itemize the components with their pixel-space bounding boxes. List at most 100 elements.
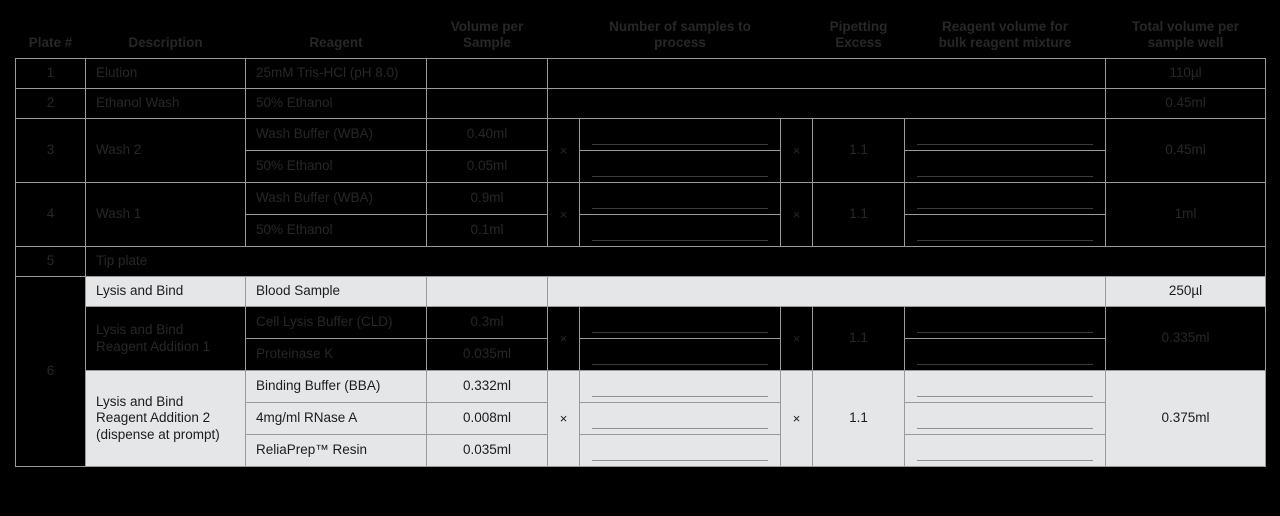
blank-line bbox=[592, 221, 768, 241]
table-row: 6 Lysis and Bind Blood Sample 250µl bbox=[15, 276, 1266, 467]
cell-description: Lysis and Bind bbox=[85, 276, 246, 307]
blank-line bbox=[592, 345, 768, 365]
multiply-symbol-1: × bbox=[547, 370, 580, 467]
blank-line bbox=[592, 313, 768, 333]
col-header-pipetting-excess: Pipetting Excess bbox=[812, 5, 905, 59]
table-row: 4 Wash 1 Wash Buffer (WBA) 0.9ml × × 1.1… bbox=[15, 182, 1266, 247]
table-row: 5 Tip plate bbox=[15, 246, 1266, 277]
cell-total-volume: 0.45ml bbox=[1105, 88, 1266, 119]
cell-reagent: Blood Sample bbox=[245, 276, 427, 307]
num-samples-input[interactable] bbox=[579, 434, 781, 467]
cell-pipetting-excess: 1.1 bbox=[812, 306, 905, 371]
cell-description: Lysis and Bind Reagent Addition 2 (dispe… bbox=[85, 370, 246, 467]
table-row: 2 Ethanol Wash 50% Ethanol 0.45ml bbox=[15, 88, 1266, 119]
cell-pipetting-excess: 1.1 bbox=[812, 370, 905, 467]
cell-volume-per-sample: 0.05ml bbox=[426, 150, 548, 183]
cell-volume-per-sample: 0.1ml bbox=[426, 214, 548, 247]
bulk-volume-input[interactable] bbox=[904, 150, 1106, 183]
num-samples-input[interactable] bbox=[579, 370, 781, 403]
blank-line bbox=[592, 377, 768, 397]
cell-volume-per-sample bbox=[426, 58, 548, 89]
cell-reagent: Wash Buffer (WBA) bbox=[245, 118, 427, 151]
bulk-volume-input[interactable] bbox=[904, 370, 1106, 403]
num-samples-input[interactable] bbox=[579, 306, 781, 339]
cell-plate-number: 5 bbox=[15, 246, 86, 277]
num-samples-input[interactable] bbox=[579, 402, 781, 435]
bulk-volume-input[interactable] bbox=[904, 118, 1106, 151]
cell-reagent: Cell Lysis Buffer (CLD) bbox=[245, 306, 427, 339]
num-samples-input[interactable] bbox=[579, 214, 781, 247]
blank-line bbox=[917, 345, 1093, 365]
cell-description: Elution bbox=[85, 58, 246, 89]
cell-reagent: 50% Ethanol bbox=[245, 214, 427, 247]
cell-volume-per-sample: 0.332ml bbox=[426, 370, 548, 403]
cell-volume-per-sample: 0.035ml bbox=[426, 338, 548, 371]
blank-line bbox=[917, 409, 1093, 429]
blank-line bbox=[592, 157, 768, 177]
cell-total-volume: 0.45ml bbox=[1105, 118, 1266, 183]
col-header-reagent: Reagent bbox=[245, 5, 427, 59]
multiply-symbol-2: × bbox=[780, 306, 813, 371]
bulk-volume-input[interactable] bbox=[904, 182, 1106, 215]
cell-calc-area-empty bbox=[547, 88, 1106, 119]
header-row: Plate # Description Reagent Volume per S… bbox=[15, 5, 1266, 59]
cell-reagent: 4mg/ml RNase A bbox=[245, 402, 427, 435]
table-row: Proteinase K 0.035ml bbox=[16, 338, 1266, 371]
blank-line bbox=[917, 377, 1093, 397]
cell-volume-per-sample: 0.035ml bbox=[426, 434, 548, 467]
col-header-num-samples: Number of samples to process bbox=[579, 5, 781, 59]
cell-reagent: Proteinase K bbox=[245, 338, 427, 371]
cell-reagent: ReliaPrep™ Resin bbox=[245, 434, 427, 467]
cell-volume-per-sample: 0.9ml bbox=[426, 182, 548, 215]
cell-pipetting-excess: 1.1 bbox=[812, 118, 905, 183]
cell-description: Wash 1 bbox=[85, 182, 246, 247]
cell-description: Tip plate bbox=[85, 246, 1266, 277]
col-header-spacer-2 bbox=[780, 5, 813, 59]
table-body: 1 Elution 25mM Tris-HCl (pH 8.0) 110µl 2… bbox=[15, 58, 1266, 467]
bulk-volume-input[interactable] bbox=[904, 402, 1106, 435]
cell-description: Wash 2 bbox=[85, 118, 246, 183]
cell-pipetting-excess: 1.1 bbox=[812, 182, 905, 247]
cell-plate-number: 3 bbox=[15, 118, 86, 183]
num-samples-input[interactable] bbox=[579, 182, 781, 215]
bulk-volume-input[interactable] bbox=[904, 214, 1106, 247]
bulk-volume-input[interactable] bbox=[904, 338, 1106, 371]
col-header-plate: Plate # bbox=[15, 5, 86, 59]
num-samples-input[interactable] bbox=[579, 338, 781, 371]
table-row: 1 Elution 25mM Tris-HCl (pH 8.0) 110µl bbox=[15, 58, 1266, 89]
bulk-volume-input[interactable] bbox=[904, 306, 1106, 339]
cell-description: Lysis and Bind Reagent Addition 1 bbox=[85, 306, 246, 371]
table-row: 3 Wash 2 Wash Buffer (WBA) 0.40ml × × 1.… bbox=[15, 118, 1266, 183]
cell-plate-number: 1 bbox=[15, 58, 86, 89]
multiply-symbol-1: × bbox=[547, 306, 580, 371]
table-row: 50% Ethanol 0.1ml bbox=[16, 214, 1266, 247]
cell-volume-per-sample bbox=[426, 276, 548, 307]
col-header-description: Description bbox=[85, 5, 246, 59]
table-row: Lysis and Bind Reagent Addition 2 (dispe… bbox=[16, 370, 1266, 467]
table-row: ReliaPrep™ Resin 0.035ml bbox=[16, 434, 1266, 467]
blank-line bbox=[917, 441, 1093, 461]
table-row: 4mg/ml RNase A 0.008ml bbox=[16, 402, 1266, 435]
table-row: Lysis and Bind Reagent Addition 1 Cell L… bbox=[16, 306, 1266, 371]
cell-reagent: 25mM Tris-HCl (pH 8.0) bbox=[245, 58, 427, 89]
cell-description: Ethanol Wash bbox=[85, 88, 246, 119]
bulk-volume-input[interactable] bbox=[904, 434, 1106, 467]
multiply-symbol-1: × bbox=[547, 182, 580, 247]
cell-volume-per-sample bbox=[426, 88, 548, 119]
multiply-symbol-2: × bbox=[780, 118, 813, 183]
num-samples-input[interactable] bbox=[579, 150, 781, 183]
blank-line bbox=[917, 157, 1093, 177]
cell-total-volume: 0.335ml bbox=[1105, 306, 1266, 371]
multiply-symbol-2: × bbox=[780, 182, 813, 247]
num-samples-input[interactable] bbox=[579, 118, 781, 151]
cell-calc-area-empty bbox=[547, 276, 1106, 307]
cell-reagent: Binding Buffer (BBA) bbox=[245, 370, 427, 403]
cell-volume-per-sample: 0.3ml bbox=[426, 306, 548, 339]
blank-line bbox=[592, 125, 768, 145]
cell-total-volume: 0.375ml bbox=[1105, 370, 1266, 467]
cell-volume-per-sample: 0.40ml bbox=[426, 118, 548, 151]
cell-reagent: 50% Ethanol bbox=[245, 88, 427, 119]
col-header-bulk-volume: Reagent volume for bulk reagent mixture bbox=[904, 5, 1106, 59]
col-header-volume-per-sample: Volume per Sample bbox=[426, 5, 548, 59]
